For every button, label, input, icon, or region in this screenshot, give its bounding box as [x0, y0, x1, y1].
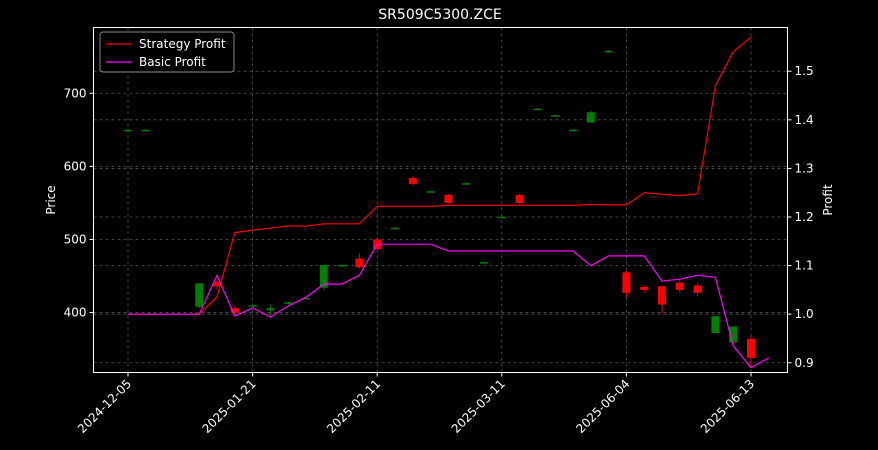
- chart-title: SR509C5300.ZCE: [378, 7, 501, 23]
- candle-body: [426, 191, 435, 193]
- y-axis-left: 400 500 600 700: [64, 86, 94, 320]
- candle-body: [497, 216, 506, 219]
- y2-tick-label: 0.9: [795, 356, 814, 370]
- candle-body: [693, 285, 702, 293]
- y-tick-label: 400: [64, 306, 87, 320]
- y2-tick-label: 1.2: [795, 210, 814, 224]
- candle-body: [230, 308, 239, 313]
- candle-body: [658, 286, 666, 305]
- candle-body: [355, 258, 364, 268]
- y-tick-label: 700: [64, 86, 87, 100]
- basic-profit-line: [128, 243, 770, 369]
- y2-tick-label: 1.3: [795, 161, 814, 175]
- legend-label-basic: Basic Profit: [139, 55, 206, 69]
- candle-body: [195, 283, 204, 307]
- y2-tick-label: 1.5: [795, 64, 814, 78]
- candle-body: [337, 265, 346, 267]
- y2-tick-label: 1.4: [795, 113, 814, 127]
- candle-body: [124, 129, 132, 132]
- candle-body: [213, 281, 221, 287]
- candle-body: [391, 227, 399, 230]
- candle-body: [569, 129, 577, 132]
- candle-body: [302, 297, 310, 300]
- candle-body: [248, 305, 257, 307]
- legend-label-strategy: Strategy Profit: [139, 37, 226, 51]
- strategy-profit-line: [128, 36, 752, 315]
- plot-frame: [93, 27, 788, 373]
- candle-body: [711, 316, 720, 334]
- y2-tick-label: 1.1: [795, 259, 814, 273]
- candle-body: [480, 262, 488, 264]
- profit-lines: [128, 36, 770, 369]
- y-tick-label: 600: [64, 159, 87, 173]
- y2-tick-label: 1.0: [795, 307, 814, 321]
- candle-body: [604, 50, 613, 53]
- candle-body: [675, 282, 684, 290]
- y-axis-right: 0.9 1.0 1.1 1.2 1.3 1.4 1.5: [787, 64, 814, 370]
- y2-axis-label: Profit: [821, 184, 835, 216]
- y-axis-label: Price: [44, 185, 58, 214]
- candle-body: [533, 108, 542, 111]
- candle-body: [444, 194, 453, 203]
- candle-body: [586, 112, 595, 123]
- candle-body: [462, 183, 471, 185]
- candle-body: [515, 194, 524, 203]
- candle-body: [747, 338, 755, 358]
- candle-body: [622, 272, 631, 293]
- y-tick-label: 500: [64, 232, 87, 246]
- legend: Strategy Profit Basic Profit: [99, 31, 235, 73]
- candlesticks: [124, 50, 755, 368]
- candle-body: [319, 265, 328, 288]
- legend-box: [99, 31, 235, 73]
- candle-body: [266, 308, 275, 311]
- candle-body: [408, 178, 417, 184]
- candle-body: [640, 286, 649, 290]
- candle-body: [729, 326, 738, 343]
- candle-body: [284, 302, 293, 304]
- candle-body: [141, 129, 150, 132]
- candle-body: [551, 115, 560, 117]
